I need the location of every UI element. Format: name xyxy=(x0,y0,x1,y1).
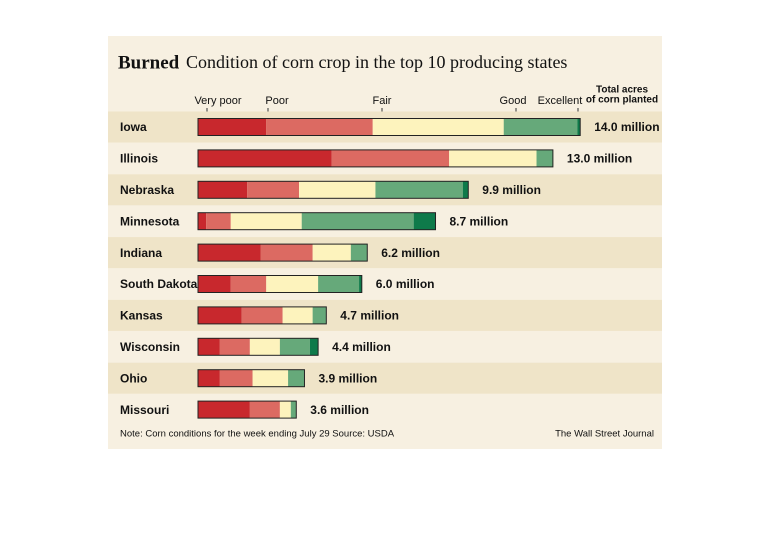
legend-label: Good xyxy=(500,95,527,107)
bar-segment xyxy=(359,275,362,293)
legend-label: Fair xyxy=(373,95,392,107)
bar-segment xyxy=(318,275,360,293)
total-label: 4.7 million xyxy=(340,309,399,323)
bar-segment xyxy=(312,244,351,262)
bar-segment xyxy=(198,306,242,324)
bar-segment xyxy=(279,401,291,419)
category-label: Minnesota xyxy=(120,214,180,228)
bar-segment xyxy=(241,306,283,324)
bar-segment xyxy=(249,401,280,419)
bar-segment xyxy=(198,244,261,262)
bar-outline xyxy=(197,369,305,388)
category-label: Ohio xyxy=(120,371,147,385)
category-label: Iowa xyxy=(120,120,147,134)
total-label: 3.9 million xyxy=(318,371,377,385)
bar-outline xyxy=(197,243,368,262)
bar-segment xyxy=(413,212,436,230)
note: Note: Corn conditions for the week endin… xyxy=(120,429,395,440)
category-label: Illinois xyxy=(120,152,158,166)
bar-segment xyxy=(282,306,313,324)
bar-segment xyxy=(252,369,289,387)
bar-segment xyxy=(260,244,313,262)
category-label: Kansas xyxy=(120,309,163,323)
bar-outline xyxy=(197,149,554,168)
bar-segment xyxy=(279,338,310,356)
bar-segment xyxy=(331,149,450,167)
bar-segment xyxy=(449,149,537,167)
bar-segment xyxy=(198,212,207,230)
bar-segment xyxy=(198,401,250,419)
chart-subtitle: Condition of corn crop in the top 10 pro… xyxy=(186,52,567,72)
bar-segment xyxy=(198,369,220,387)
bar-segment xyxy=(312,306,327,324)
bar-outline xyxy=(197,180,469,199)
total-label: 9.9 million xyxy=(482,183,541,197)
bar-segment xyxy=(309,338,319,356)
category-label: Wisconsin xyxy=(120,340,180,354)
bar-segment xyxy=(301,212,414,230)
bar-segment xyxy=(266,275,319,293)
bar-segment xyxy=(230,275,267,293)
bar-segment xyxy=(206,212,231,230)
bar-segment xyxy=(266,118,373,136)
total-header: of corn planted xyxy=(586,95,658,106)
bar-segment xyxy=(288,369,305,387)
category-label: Indiana xyxy=(120,246,162,260)
total-label: 6.2 million xyxy=(381,246,440,260)
bar-segment xyxy=(503,118,578,136)
bar-segment xyxy=(198,118,267,136)
bar-outline xyxy=(197,306,327,325)
bar-segment xyxy=(198,275,231,293)
bar-segment xyxy=(577,118,581,136)
bar-segment xyxy=(230,212,302,230)
total-label: 14.0 million xyxy=(594,120,659,134)
bar-segment xyxy=(198,338,220,356)
source: The Wall Street Journal xyxy=(555,429,654,440)
legend-label: Poor xyxy=(265,95,289,107)
bar-segment xyxy=(249,338,280,356)
row-stripe xyxy=(108,362,662,394)
bar-segment xyxy=(375,181,463,199)
bar-outline xyxy=(197,337,319,356)
total-label: 4.4 million xyxy=(332,340,391,354)
total-label: 8.7 million xyxy=(450,214,509,228)
bar-segment xyxy=(290,401,297,419)
legend-label: Very poor xyxy=(194,95,241,107)
bar-segment xyxy=(462,181,469,199)
bar-segment xyxy=(350,244,368,262)
chart-title: Burned xyxy=(118,52,180,73)
bar-outline xyxy=(197,275,363,293)
total-header: Total acres xyxy=(596,85,648,96)
total-label: 6.0 million xyxy=(376,277,435,291)
total-label: 3.6 million xyxy=(310,403,369,417)
category-label: Nebraska xyxy=(120,183,174,197)
bar-outline xyxy=(197,118,581,136)
category-label: South Dakota xyxy=(120,277,198,291)
total-label: 13.0 million xyxy=(567,152,632,166)
bar-segment xyxy=(372,118,504,136)
bar-segment xyxy=(299,181,376,199)
bar-segment xyxy=(219,338,250,356)
bar-outline xyxy=(197,212,437,231)
bar-segment xyxy=(198,181,248,199)
bar-segment xyxy=(219,369,253,387)
bar-segment xyxy=(247,181,300,199)
bar-segment xyxy=(198,149,332,167)
category-label: Missouri xyxy=(120,403,169,417)
legend-label: Excellent xyxy=(538,95,583,107)
bar-outline xyxy=(197,400,297,419)
bar-segment xyxy=(536,149,553,167)
